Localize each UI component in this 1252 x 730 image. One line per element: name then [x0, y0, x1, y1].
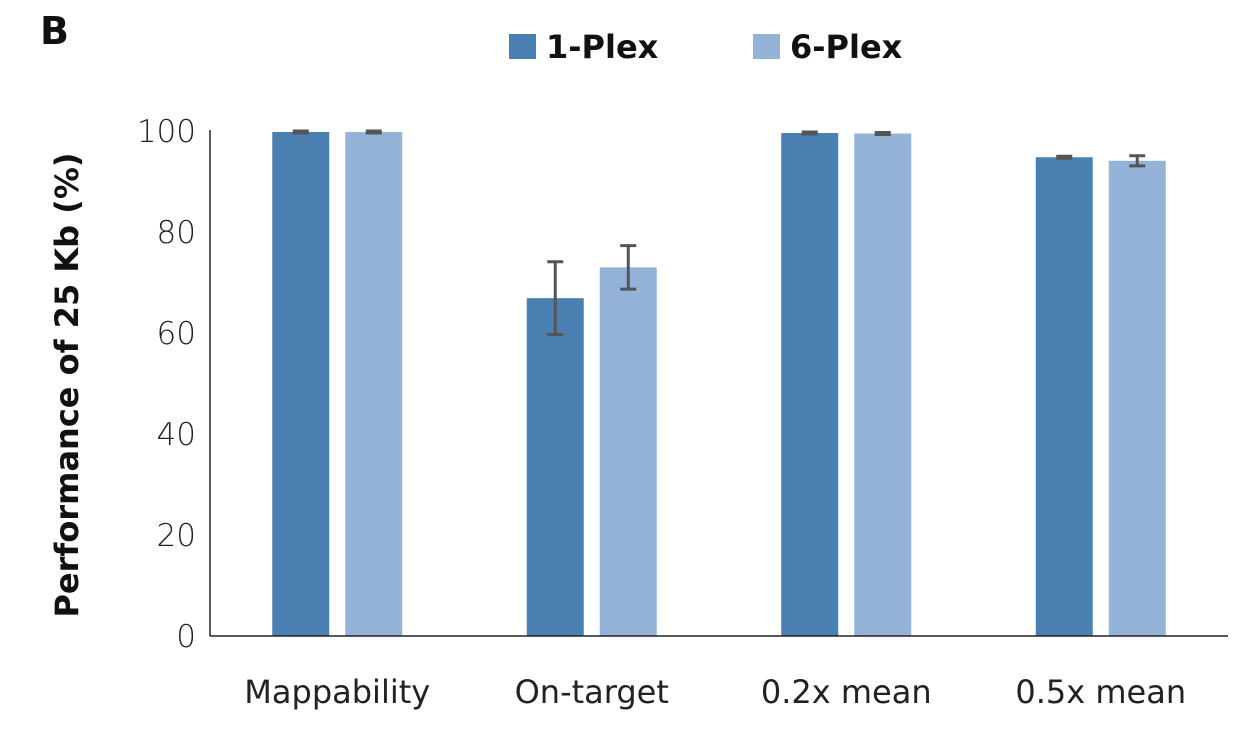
bar-1-plex-3 — [1035, 157, 1093, 636]
panel-label: B — [40, 9, 69, 53]
x-category-label: Mappability — [244, 673, 430, 711]
x-category-label: 0.2x mean — [761, 673, 932, 711]
y-tick-label: 60 — [157, 316, 196, 352]
bar-6-plex-2 — [854, 133, 912, 636]
legend-swatch-1-plex — [509, 34, 536, 59]
bar-1-plex-2 — [781, 133, 839, 636]
y-tick-label: 20 — [157, 518, 196, 554]
y-tick-label: 0 — [176, 619, 196, 655]
bar-1-plex-1 — [526, 298, 584, 636]
y-axis-label: Performance of 25 Kb (%) — [48, 152, 86, 617]
legend-swatch-6-plex — [753, 34, 780, 59]
y-tick-label: 40 — [157, 417, 196, 453]
bar-6-plex-1 — [599, 267, 657, 636]
x-axis: Mappability On-target 0.2x mean 0.5x mean — [244, 673, 1186, 711]
legend: 1-Plex 6-Plex — [509, 28, 903, 66]
x-category-label: On-target — [515, 673, 669, 711]
bar-1-plex-0 — [272, 132, 330, 636]
y-tick-label: 100 — [137, 114, 196, 150]
legend-label: 6-Plex — [790, 28, 903, 66]
y-tick-label: 80 — [157, 215, 196, 251]
legend-label: 1-Plex — [546, 28, 659, 66]
x-category-label: 0.5x mean — [1015, 673, 1186, 711]
bar-6-plex-3 — [1108, 160, 1166, 637]
y-axis: 0 20 40 60 80 100 — [137, 114, 196, 655]
bar-6-plex-0 — [345, 132, 403, 636]
bars — [272, 129, 1166, 637]
